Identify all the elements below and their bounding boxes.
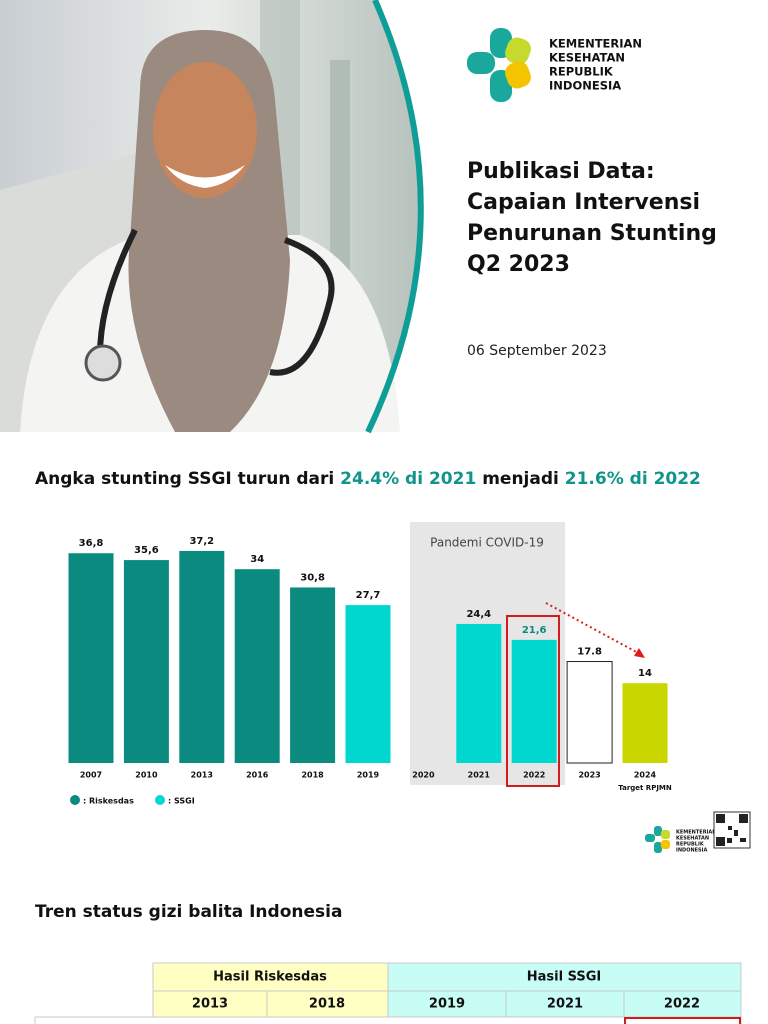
small-logo-text: REPUBLIK bbox=[676, 842, 705, 848]
value-label: 21,6 bbox=[522, 625, 547, 636]
x-tick-label: 2019 bbox=[357, 771, 380, 780]
value-label: 30,8 bbox=[300, 572, 325, 583]
bar bbox=[566, 661, 613, 764]
bar bbox=[290, 587, 336, 763]
heading-highlight: 24.4% di 2021 bbox=[340, 469, 476, 489]
value-label: 34 bbox=[250, 554, 264, 565]
x-tick-label: 2007 bbox=[80, 771, 102, 780]
annotation: Pandemi COVID-19 bbox=[430, 536, 544, 550]
bar bbox=[234, 569, 280, 763]
title-line: Publikasi Data: bbox=[467, 159, 655, 184]
value-label: 17.8 bbox=[577, 647, 602, 658]
value-label: 37,2 bbox=[189, 536, 214, 547]
small-logo-text: KESEHATAN bbox=[676, 836, 709, 842]
legend-label: : SSGI bbox=[168, 797, 195, 806]
x-tick-label: 2022 bbox=[523, 771, 545, 780]
table-group-header: Hasil Riskesdas bbox=[213, 970, 327, 985]
small-logo-text: INDONESIA bbox=[676, 848, 708, 854]
logo-text: REPUBLIK bbox=[549, 65, 614, 79]
table-year-header: 2022 bbox=[664, 997, 700, 1012]
qr-code bbox=[713, 811, 751, 849]
table-year-header: 2021 bbox=[547, 997, 583, 1012]
value-label: 35,6 bbox=[134, 545, 159, 556]
date: 06 September 2023 bbox=[467, 343, 607, 359]
bar bbox=[511, 639, 557, 763]
value-label: 27,7 bbox=[356, 590, 381, 601]
x-tick-label: 2010 bbox=[135, 771, 158, 780]
small-logo bbox=[645, 826, 670, 853]
annotation: Target RPJMN bbox=[618, 784, 672, 792]
chart-heading: Angka stunting SSGI turun dari 24.4% di … bbox=[35, 469, 701, 489]
heading-highlight: 21.6% di 2022 bbox=[565, 469, 701, 489]
bar bbox=[123, 560, 169, 763]
heading-part: menjadi bbox=[476, 469, 564, 489]
logo-text: KEMENTERIAN bbox=[549, 37, 642, 51]
heading-part: Angka stunting SSGI turun dari bbox=[35, 469, 340, 489]
nutrition-table bbox=[34, 962, 742, 1024]
legend-label: : Riskesdas bbox=[83, 797, 134, 806]
title-line: Penurunan Stunting bbox=[467, 221, 717, 246]
value-label: 24,4 bbox=[466, 609, 491, 620]
table-year-header: 2018 bbox=[309, 997, 345, 1012]
bar bbox=[622, 683, 668, 763]
table-year-header: 2013 bbox=[192, 997, 228, 1012]
table-group-header: Hasil SSGI bbox=[527, 970, 601, 985]
logo-text: INDONESIA bbox=[549, 79, 621, 93]
title-line: Q2 2023 bbox=[467, 252, 570, 277]
x-tick-label: 2021 bbox=[468, 771, 491, 780]
x-tick-label: 2016 bbox=[246, 771, 269, 780]
value-label: 36,8 bbox=[79, 538, 104, 549]
section-title: Tren status gizi balita Indonesia bbox=[35, 902, 342, 922]
hero-photo bbox=[0, 0, 424, 434]
logo-mark bbox=[467, 28, 531, 102]
table-year-header: 2019 bbox=[429, 997, 465, 1012]
x-tick-label: 2020 bbox=[412, 771, 435, 780]
value-label: 14 bbox=[638, 668, 652, 679]
highlight-box bbox=[506, 615, 560, 787]
bar bbox=[345, 605, 391, 763]
title-line: Capaian Intervensi bbox=[467, 190, 700, 215]
bar bbox=[68, 553, 114, 763]
x-tick-label: 2024 bbox=[634, 771, 657, 780]
x-tick-label: 2013 bbox=[191, 771, 213, 780]
bar-chart: 2007 36,8 2010 35,6 2013 37,2 2016 34 2018 30,8 20… bbox=[68, 536, 672, 806]
legend-swatch bbox=[155, 795, 165, 805]
bar bbox=[179, 550, 225, 763]
bar bbox=[456, 623, 502, 763]
x-tick-label: 2023 bbox=[578, 771, 600, 780]
logo-text: KESEHATAN bbox=[549, 51, 625, 65]
small-logo-text: KEMENTERIAN bbox=[676, 830, 716, 836]
legend-swatch bbox=[70, 795, 80, 805]
x-tick-label: 2018 bbox=[301, 771, 324, 780]
arrow-head bbox=[634, 648, 645, 658]
